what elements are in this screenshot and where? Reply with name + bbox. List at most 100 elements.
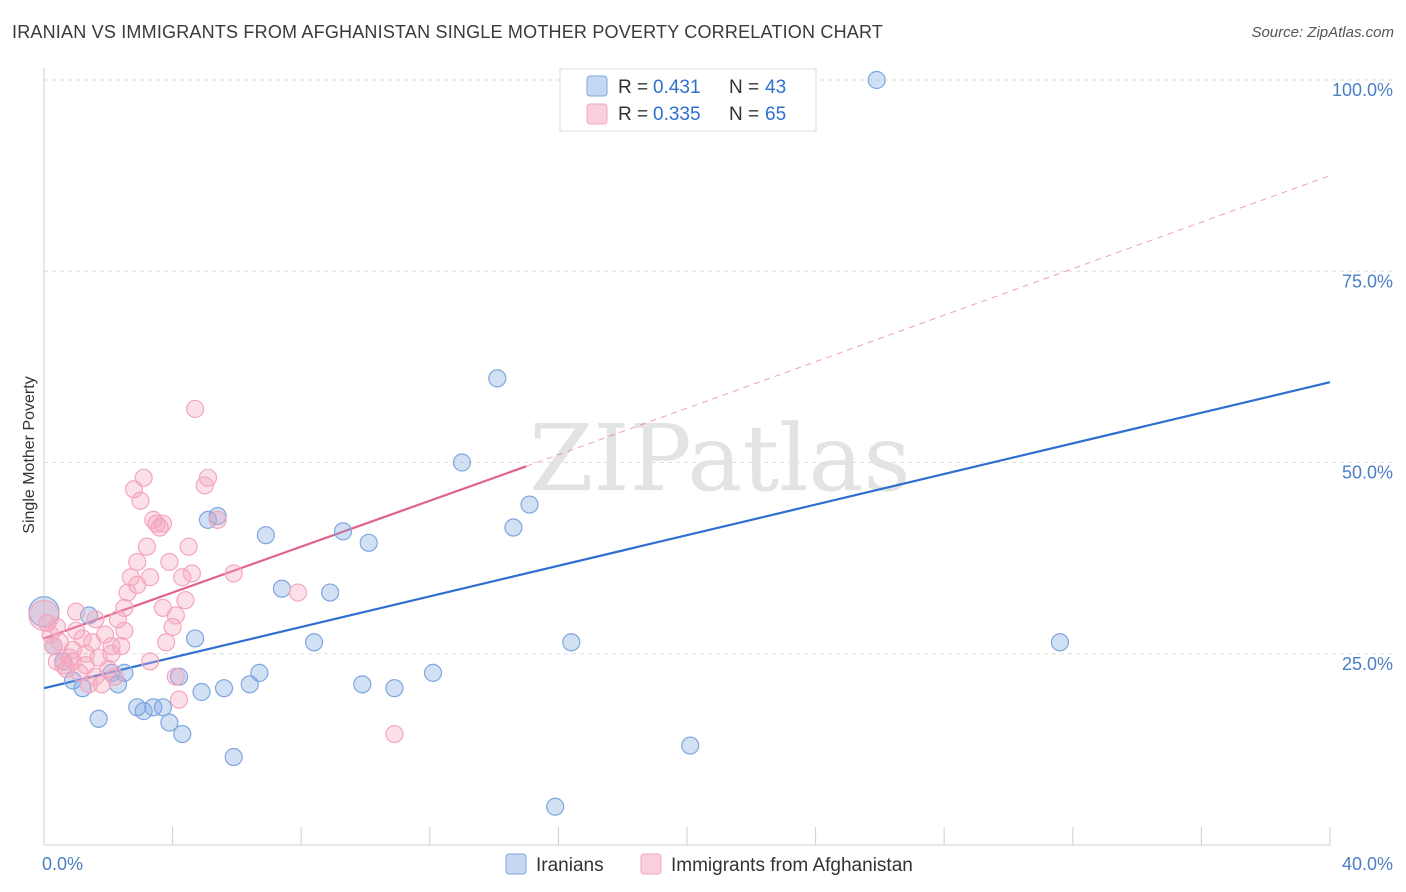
data-point-1-39 xyxy=(157,633,176,652)
chart-source: Source: ZipAtlas.com xyxy=(1251,24,1394,41)
data-point-1-32 xyxy=(134,468,153,487)
data-point-0-21 xyxy=(214,679,234,698)
data-point-1-46 xyxy=(179,537,198,556)
legend-swatch-iranians xyxy=(586,75,608,97)
data-point-1-17 xyxy=(86,610,105,629)
data-point-1-20 xyxy=(95,625,115,644)
data-point-1-45 xyxy=(176,591,195,610)
data-point-1-11 xyxy=(67,602,86,621)
data-point-1-41 xyxy=(163,617,182,637)
data-point-0-11 xyxy=(134,702,153,721)
legend-n-label-1: N = xyxy=(729,77,759,98)
data-point-1-1 xyxy=(38,614,57,633)
chart-title: IRANIAN VS IMMIGRANTS FROM AFGHANISTAN S… xyxy=(12,22,884,42)
data-point-1-25 xyxy=(112,636,131,656)
data-point-0-40 xyxy=(681,736,700,755)
data-point-1-33 xyxy=(137,537,156,556)
data-point-1-47 xyxy=(182,564,201,583)
data-point-0-29 xyxy=(333,522,353,541)
legend-r-value-2: 0.335 xyxy=(653,104,701,125)
data-point-0-25 xyxy=(256,526,275,545)
y-tick-label: 100.0% xyxy=(1332,80,1393,100)
trend-extension-1 xyxy=(526,175,1331,467)
y-tick-label: 50.0% xyxy=(1342,463,1393,483)
watermark: ZIPatlas xyxy=(529,405,910,512)
data-point-0-24 xyxy=(250,663,269,682)
data-point-1-60 xyxy=(128,575,147,595)
data-point-1-58 xyxy=(102,636,121,656)
data-point-0-16 xyxy=(173,724,192,744)
data-point-0-30 xyxy=(353,675,372,694)
data-point-1-55 xyxy=(47,617,66,637)
data-point-0-28 xyxy=(321,583,340,602)
gridlines xyxy=(44,79,1395,655)
data-point-0-17 xyxy=(186,629,205,648)
data-point-1-61 xyxy=(140,652,160,671)
data-point-0-6 xyxy=(89,709,108,728)
data-point-1-23 xyxy=(105,667,124,686)
data-point-1-31 xyxy=(131,491,150,510)
bottom-legend-label-afghanistan: Immigrants from Afghanistan xyxy=(671,855,913,876)
axes xyxy=(43,68,1331,846)
data-point-1-62 xyxy=(153,514,173,533)
data-point-0-41 xyxy=(867,70,886,90)
data-point-1-13 xyxy=(73,629,92,648)
data-point-0-39 xyxy=(562,633,581,652)
bottom-legend: Iranians Immigrants from Afghanistan xyxy=(505,853,913,876)
legend-n-value-1: 43 xyxy=(765,77,786,98)
data-point-0-33 xyxy=(423,663,443,682)
data-point-0-38 xyxy=(546,797,565,816)
data-point-1-30 xyxy=(128,552,147,572)
data-point-1-24 xyxy=(108,610,128,629)
data-point-0-20 xyxy=(208,506,227,526)
data-point-1-53 xyxy=(288,583,308,602)
data-point-1-51 xyxy=(208,510,227,529)
data-point-1-44 xyxy=(173,568,192,587)
data-point-0-22 xyxy=(224,747,243,767)
data-point-1-42 xyxy=(166,667,185,686)
bottom-legend-swatch-iranians xyxy=(505,853,527,875)
data-point-0-42 xyxy=(1050,633,1070,652)
bottom-legend-label-iranians: Iranians xyxy=(536,855,604,876)
bottom-legend-swatch-afghanistan xyxy=(640,853,662,875)
y-axis-label: Single Mother Poverty xyxy=(21,376,38,533)
data-point-0-12 xyxy=(144,698,163,717)
data-point-0-32 xyxy=(385,679,404,698)
data-point-1-26 xyxy=(115,598,134,617)
data-point-1-64 xyxy=(76,656,95,675)
data-point-1-22 xyxy=(102,644,121,663)
x-tick-labels: 0.0% 40.0% xyxy=(42,854,1393,874)
legend-n-value-2: 65 xyxy=(765,104,786,125)
legend-r-label-2: R = xyxy=(618,104,648,125)
data-point-0-27 xyxy=(304,633,324,652)
x-tick-label: 0.0% xyxy=(42,854,83,874)
data-point-1-52 xyxy=(224,564,243,583)
data-point-1-59 xyxy=(115,621,134,640)
legend-swatch-afghanistan xyxy=(586,103,608,125)
data-point-0-18 xyxy=(192,682,211,702)
trend-line-1 xyxy=(43,465,527,640)
data-point-0-14 xyxy=(160,713,179,732)
trend-line-0 xyxy=(43,381,1331,690)
data-point-1-43 xyxy=(169,690,189,709)
legend-r-label-1: R = xyxy=(618,77,648,98)
legend-n-label-2: N = xyxy=(729,104,759,125)
data-point-1-40 xyxy=(160,552,179,572)
data-point-1-63 xyxy=(166,606,185,625)
data-point-0-34 xyxy=(452,453,472,472)
data-point-0-35 xyxy=(488,369,507,388)
y-tick-label: 75.0% xyxy=(1342,271,1393,291)
data-point-1-27 xyxy=(118,583,137,602)
y-tick-label: 25.0% xyxy=(1342,654,1393,674)
x-tick-label: 40.0% xyxy=(1342,854,1393,874)
legend-r-value-1: 0.431 xyxy=(653,77,701,98)
data-point-0-36 xyxy=(504,518,523,537)
data-point-0-37 xyxy=(520,495,539,514)
data-points xyxy=(28,70,1070,816)
legend: R = 0.431 N = 43 R = 0.335 N = 65 xyxy=(559,68,817,132)
data-point-0-19 xyxy=(198,510,218,529)
data-point-1-48 xyxy=(186,399,205,419)
data-point-0-31 xyxy=(359,533,378,552)
trend-lines xyxy=(43,175,1331,690)
